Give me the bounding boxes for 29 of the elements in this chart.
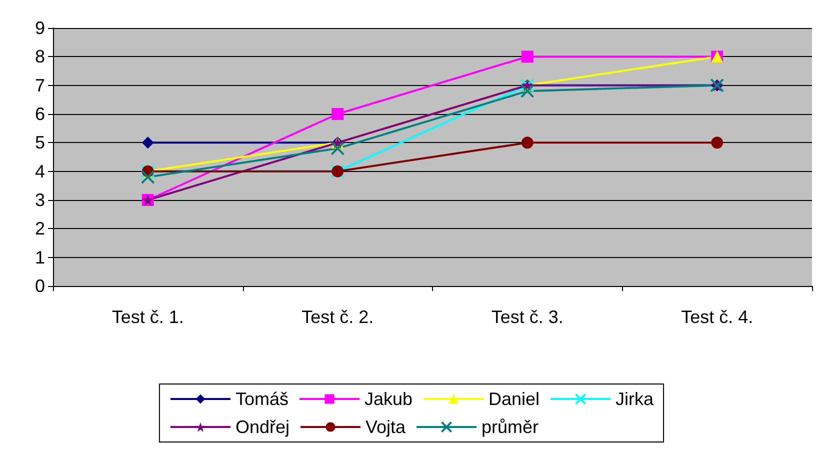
legend-label: Tomáš: [235, 389, 288, 409]
point: [332, 108, 344, 120]
point: [521, 136, 534, 149]
y-tick-label: 1: [34, 247, 45, 268]
y-tick-label: 9: [34, 18, 45, 38]
y-tick-label: 3: [34, 190, 45, 210]
x-tick-label: Test č. 1.: [112, 307, 184, 327]
point: [142, 136, 154, 149]
legend-label: Jakub: [364, 389, 413, 409]
legend-label: průměr: [482, 417, 539, 437]
point: [711, 136, 724, 149]
legend-label: Jirka: [616, 389, 655, 409]
y-tick-label: 0: [34, 276, 45, 296]
legend-label: Daniel: [488, 389, 540, 409]
point: [330, 141, 345, 156]
point: [520, 84, 534, 98]
point: [521, 50, 534, 63]
x-tick-label: Test č. 3.: [491, 307, 564, 327]
legend-label: Vojta: [365, 417, 407, 437]
y-tick-label: 6: [34, 104, 45, 124]
y-tick-label: 8: [34, 46, 45, 67]
y-tick-label: 4: [34, 161, 45, 182]
y-tick-label: 2: [34, 218, 45, 239]
legend-label: Ondřej: [235, 417, 290, 437]
y-tick-label: 5: [34, 132, 45, 153]
x-tick-label: Test č. 2.: [302, 307, 374, 327]
y-tick-label: 7: [34, 75, 45, 96]
x-tick-label: Test č. 4.: [681, 307, 754, 327]
point: [140, 170, 155, 184]
